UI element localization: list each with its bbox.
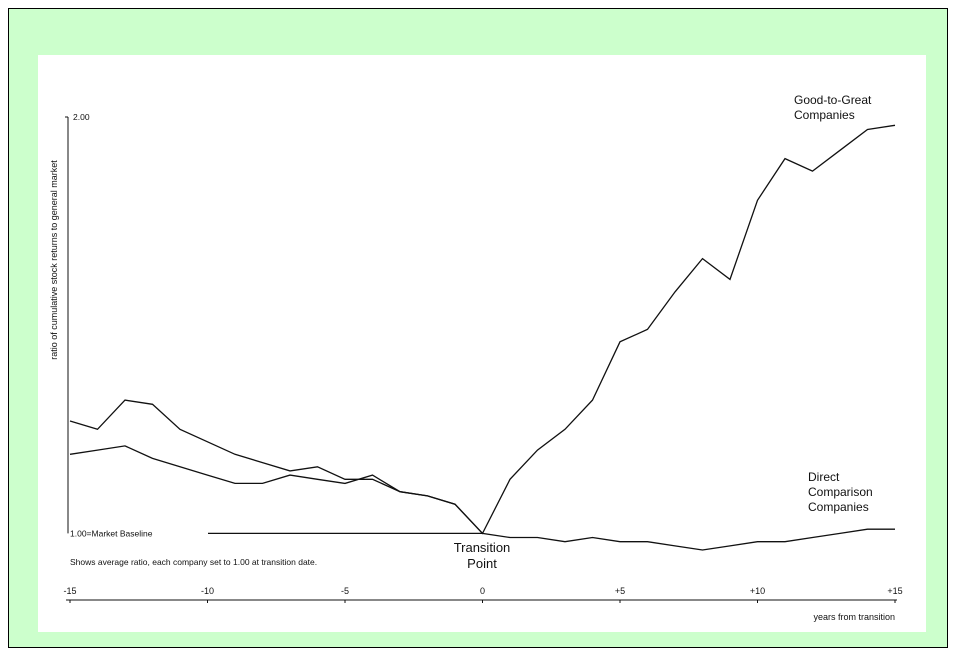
x-tick-label: -10 xyxy=(201,586,214,596)
y-axis-label: ratio of cumulative stock returns to gen… xyxy=(49,160,59,360)
y-tick-label: 2.00 xyxy=(73,112,90,122)
x-tick-label: +15 xyxy=(887,586,902,596)
x-tick-label: -5 xyxy=(341,586,349,596)
chart-panel xyxy=(38,55,926,632)
x-tick-label: 0 xyxy=(480,586,485,596)
series-label: Companies xyxy=(794,108,855,122)
transition-label: Point xyxy=(467,556,497,571)
x-tick-label: -15 xyxy=(63,586,76,596)
series-label: Direct xyxy=(808,470,840,484)
series-label: Comparison xyxy=(808,485,873,499)
transition-label: Transition xyxy=(454,540,511,555)
x-axis-label: years from transition xyxy=(813,612,895,622)
x-tick-label: +10 xyxy=(750,586,765,596)
series-line xyxy=(69,445,895,551)
x-tick-label: +5 xyxy=(615,586,625,596)
note: Shows average ratio, each company set to… xyxy=(70,557,317,567)
y-tick-label: 1.00=Market Baseline xyxy=(70,528,153,538)
series-label: Companies xyxy=(808,500,869,514)
series-label: Good-to-Great xyxy=(794,93,872,107)
